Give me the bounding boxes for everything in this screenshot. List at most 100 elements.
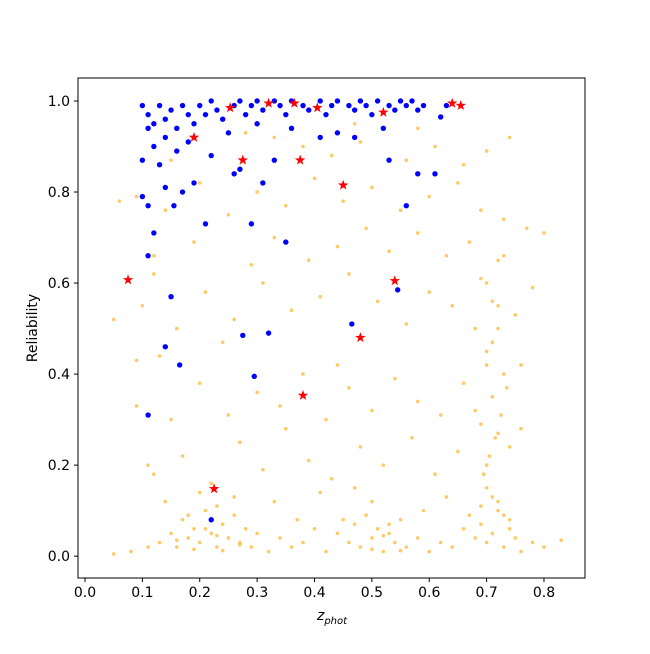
point (277, 102, 283, 109)
point (364, 226, 368, 231)
point (134, 194, 139, 199)
point (481, 472, 486, 477)
point (301, 372, 305, 376)
point (202, 221, 209, 227)
point (174, 538, 179, 543)
point (351, 134, 358, 141)
y-tick-label: 1.0 (48, 94, 70, 110)
x-tick-label: 0.6 (418, 585, 440, 601)
point (490, 340, 495, 345)
point (243, 527, 248, 531)
point (461, 162, 466, 167)
point (232, 317, 236, 322)
point (215, 545, 219, 549)
star-point (378, 106, 389, 117)
star-point (208, 483, 220, 494)
point (214, 107, 220, 113)
y-tick-label: 0.6 (48, 276, 70, 292)
point (289, 308, 294, 313)
point (335, 531, 340, 536)
x-tick-label: 0.8 (533, 585, 555, 601)
point (490, 299, 495, 304)
point (404, 158, 409, 162)
point (145, 253, 151, 259)
point (467, 240, 472, 244)
point (238, 542, 242, 547)
point (186, 536, 191, 540)
point (450, 545, 454, 549)
point (318, 490, 323, 495)
point (232, 495, 236, 499)
point (420, 102, 427, 109)
point (151, 121, 157, 127)
point (496, 326, 500, 331)
point (203, 527, 208, 531)
point (349, 321, 355, 327)
point (209, 481, 214, 486)
point (225, 130, 232, 136)
point (374, 98, 381, 104)
point (433, 472, 437, 477)
point (288, 125, 295, 131)
y-tick-label: 0.4 (48, 367, 70, 383)
point (479, 422, 483, 426)
point (197, 490, 202, 495)
x-tick-label: 0.7 (475, 585, 497, 601)
point (450, 304, 454, 308)
point (151, 143, 157, 150)
point (484, 486, 489, 490)
point (324, 549, 328, 554)
point (192, 547, 196, 552)
point (490, 495, 495, 499)
star-point (389, 275, 401, 286)
point (507, 527, 512, 531)
x-tick-label: 0.3 (246, 585, 268, 601)
point (197, 181, 202, 185)
point (208, 517, 214, 523)
point (157, 540, 162, 545)
point (145, 111, 151, 118)
y-tick-label: 0.8 (48, 185, 70, 201)
point (427, 194, 432, 199)
point (499, 413, 503, 417)
point (456, 181, 460, 185)
point (357, 98, 364, 104)
point (427, 549, 432, 554)
point (387, 522, 391, 527)
point (352, 121, 357, 126)
point (370, 547, 374, 552)
point (347, 385, 351, 390)
point (519, 363, 523, 367)
point (433, 144, 437, 149)
point (473, 326, 477, 331)
point (363, 102, 369, 109)
point (496, 508, 500, 513)
point (192, 527, 196, 531)
point (524, 226, 529, 231)
point (289, 545, 294, 549)
point (392, 107, 398, 113)
point (255, 531, 259, 536)
point (260, 180, 266, 186)
star-point (312, 102, 323, 113)
x-label-sub: phot (323, 616, 348, 627)
point (530, 285, 535, 290)
point (152, 253, 156, 258)
point (169, 158, 173, 162)
point (162, 344, 169, 350)
point (226, 413, 231, 417)
point (375, 527, 380, 531)
x-tick-label: 0.2 (189, 585, 211, 601)
point (272, 135, 277, 140)
point (203, 290, 208, 294)
point (191, 121, 197, 127)
point (202, 111, 209, 118)
x-tick-label: 0.4 (303, 585, 325, 601)
point (254, 98, 260, 104)
point (347, 540, 351, 545)
star-point (297, 389, 309, 400)
x-tick-label: 0.0 (74, 585, 96, 601)
point (479, 522, 483, 527)
star-point (294, 154, 306, 165)
point (381, 463, 386, 467)
